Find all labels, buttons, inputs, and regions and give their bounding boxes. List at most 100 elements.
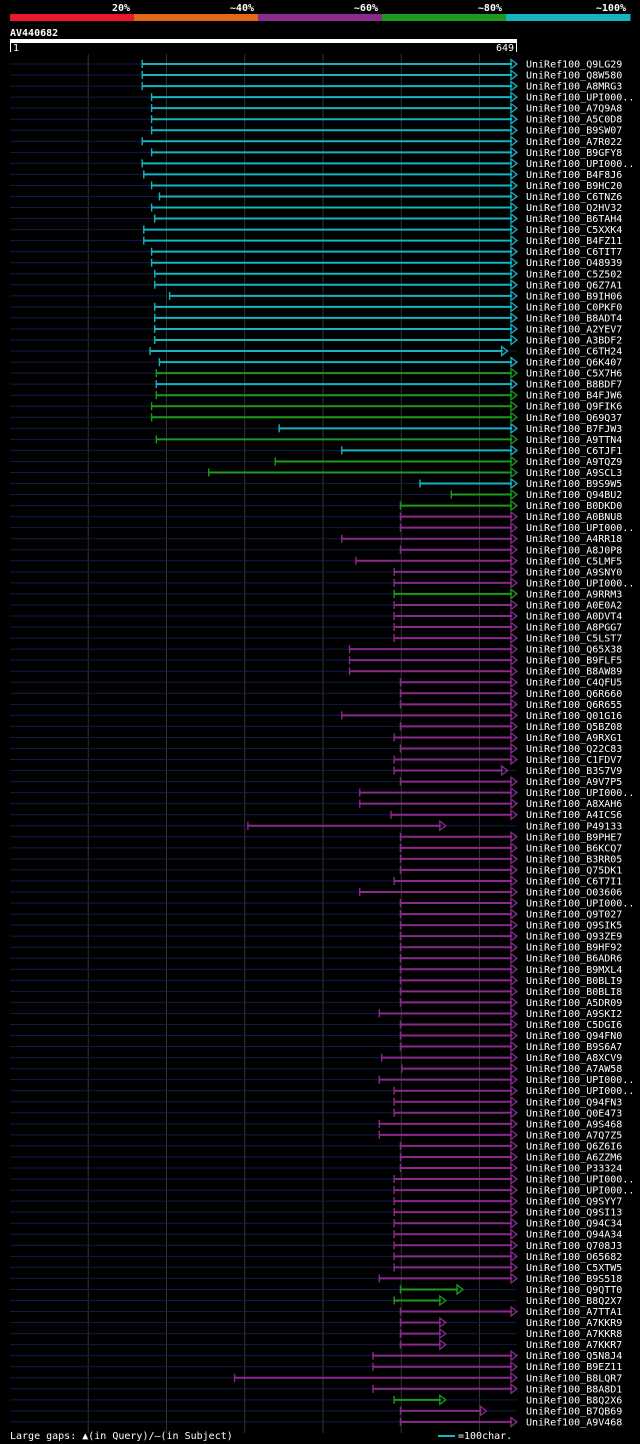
- hit-label[interactable]: UniRef100_B7QB69: [526, 1406, 622, 1417]
- hit-label[interactable]: UniRef100_Q6R655: [526, 700, 622, 711]
- hit-label[interactable]: UniRef100_B9IH06: [526, 291, 622, 302]
- hit-label[interactable]: UniRef100_Q0E473: [526, 1108, 622, 1119]
- hit-label[interactable]: UniRef100_B9S9W5: [526, 479, 622, 490]
- hit-label[interactable]: UniRef100_Q22C83: [526, 744, 622, 755]
- hit-label[interactable]: UniRef100_C1FDV7: [526, 755, 622, 766]
- hit-label[interactable]: UniRef100_A7KKR8: [526, 1329, 622, 1340]
- hit-label[interactable]: UniRef100_A5DR09: [526, 998, 622, 1009]
- hit-label[interactable]: UniRef100_A0E0A2: [526, 600, 622, 611]
- hit-label[interactable]: UniRef100_A9V468: [526, 1417, 622, 1428]
- hit-label[interactable]: UniRef100_A7AW58: [526, 1064, 622, 1075]
- hit-label[interactable]: UniRef100_B3S7V9: [526, 766, 622, 777]
- hit-label[interactable]: UniRef100_B0DKD0: [526, 501, 622, 512]
- hit-label[interactable]: UniRef100_B8Q2X7: [526, 1296, 622, 1307]
- hit-label[interactable]: UniRef100_Q94FN3: [526, 1097, 622, 1108]
- hit-label[interactable]: UniRef100_A3BDF2: [526, 336, 622, 347]
- hit-label[interactable]: UniRef100_C6T7I1: [526, 876, 622, 887]
- hit-label[interactable]: UniRef100_Q6Z6I6: [526, 1141, 622, 1152]
- hit-label[interactable]: UniRef100_B6KCQ7: [526, 843, 622, 854]
- hit-label[interactable]: UniRef100_Q69Q37: [526, 413, 622, 424]
- hit-label[interactable]: UniRef100_A8XAH6: [526, 799, 622, 810]
- hit-label[interactable]: UniRef100_A9RXG1: [526, 733, 622, 744]
- hit-label[interactable]: UniRef100_C4QFU5: [526, 678, 622, 689]
- hit-label[interactable]: UniRef100_C6TNZ6: [526, 192, 622, 203]
- hit-label[interactable]: UniRef100_B7FJW3: [526, 424, 622, 435]
- hit-label[interactable]: UniRef100_C5Z502: [526, 269, 622, 280]
- hit-label[interactable]: UniRef100_B8LQR7: [526, 1373, 622, 1384]
- hit-label[interactable]: UniRef100_Q2HV32: [526, 203, 622, 214]
- hit-label[interactable]: UniRef100_Q6R660: [526, 689, 622, 700]
- hit-label[interactable]: UniRef100_Q9SI13: [526, 1208, 622, 1219]
- hit-label[interactable]: UniRef100_UPI000..: [526, 159, 634, 170]
- hit-label[interactable]: UniRef100_Q75DK1: [526, 865, 622, 876]
- hit-label[interactable]: UniRef100_B8A8D1: [526, 1384, 622, 1395]
- hit-label[interactable]: UniRef100_Q5BZ08: [526, 722, 622, 733]
- hit-label[interactable]: UniRef100_Q9LG29: [526, 60, 622, 71]
- hit-label[interactable]: UniRef100_C5DGI6: [526, 1020, 622, 1031]
- hit-label[interactable]: UniRef100_B0BLI8: [526, 987, 622, 998]
- hit-label[interactable]: UniRef100_C5XTW5: [526, 1263, 622, 1274]
- hit-label[interactable]: UniRef100_C6TIT7: [526, 247, 622, 258]
- hit-label[interactable]: UniRef100_A8PGG7: [526, 623, 622, 634]
- hit-label[interactable]: UniRef100_O48939: [526, 258, 622, 269]
- hit-label[interactable]: UniRef100_B6ADR6: [526, 954, 622, 965]
- hit-label[interactable]: UniRef100_B9SW07: [526, 126, 622, 137]
- hit-label[interactable]: UniRef100_UPI000..: [526, 1075, 634, 1086]
- hit-label[interactable]: UniRef100_A7R022: [526, 137, 622, 148]
- hit-label[interactable]: UniRef100_B9S518: [526, 1274, 622, 1285]
- hit-label[interactable]: UniRef100_Q708J3: [526, 1241, 622, 1252]
- hit-label[interactable]: UniRef100_A9TQZ9: [526, 457, 622, 468]
- hit-label[interactable]: UniRef100_A9S468: [526, 1119, 622, 1130]
- hit-label[interactable]: UniRef100_B8Q2X6: [526, 1395, 622, 1406]
- hit-label[interactable]: UniRef100_B8ADT4: [526, 313, 622, 324]
- hit-label[interactable]: UniRef100_Q94FN0: [526, 1031, 622, 1042]
- hit-label[interactable]: UniRef100_P33324: [526, 1164, 622, 1175]
- hit-label[interactable]: UniRef100_A7Q7Z5: [526, 1130, 622, 1141]
- hit-label[interactable]: UniRef100_Q9SIK5: [526, 921, 622, 932]
- hit-label[interactable]: UniRef100_A4ICS6: [526, 810, 622, 821]
- hit-label[interactable]: UniRef100_A9SNY0: [526, 567, 622, 578]
- hit-label[interactable]: UniRef100_UPI000..: [526, 1186, 634, 1197]
- hit-label[interactable]: UniRef100_A9SCL3: [526, 468, 622, 479]
- hit-label[interactable]: UniRef100_C5LST7: [526, 634, 622, 645]
- hit-label[interactable]: UniRef100_UPI000..: [526, 523, 634, 534]
- hit-label[interactable]: UniRef100_B4F8J6: [526, 170, 622, 181]
- hit-label[interactable]: UniRef100_C0PKF0: [526, 302, 622, 313]
- hit-label[interactable]: UniRef100_UPI000..: [526, 1086, 634, 1097]
- hit-label[interactable]: UniRef100_A8J0P8: [526, 545, 622, 556]
- hit-label[interactable]: UniRef100_C6TH24: [526, 347, 622, 358]
- hit-label[interactable]: UniRef100_Q5N8J4: [526, 1351, 622, 1362]
- hit-label[interactable]: UniRef100_B6TAH4: [526, 214, 622, 225]
- hit-label[interactable]: UniRef100_B0BLI9: [526, 976, 622, 987]
- hit-label[interactable]: UniRef100_Q9T027: [526, 910, 622, 921]
- hit-label[interactable]: UniRef100_A9RRM3: [526, 589, 622, 600]
- hit-label[interactable]: UniRef100_A9V7P5: [526, 777, 622, 788]
- hit-label[interactable]: UniRef100_B9EZ11: [526, 1362, 622, 1373]
- hit-label[interactable]: UniRef100_UPI000..: [526, 1175, 634, 1186]
- hit-label[interactable]: UniRef100_UPI000..: [526, 899, 634, 910]
- hit-label[interactable]: UniRef100_Q01G16: [526, 711, 622, 722]
- hit-label[interactable]: UniRef100_C6TJF1: [526, 446, 622, 457]
- hit-label[interactable]: UniRef100_B9PHE7: [526, 832, 622, 843]
- hit-label[interactable]: UniRef100_B8BDF7: [526, 380, 622, 391]
- hit-label[interactable]: UniRef100_Q6Z7A1: [526, 280, 622, 291]
- hit-label[interactable]: UniRef100_O65682: [526, 1252, 622, 1263]
- hit-label[interactable]: UniRef100_B9GFY8: [526, 148, 622, 159]
- hit-label[interactable]: UniRef100_UPI000..: [526, 93, 634, 104]
- hit-label[interactable]: UniRef100_B4FZ11: [526, 236, 622, 247]
- hit-label[interactable]: UniRef100_Q93ZE9: [526, 932, 622, 943]
- hit-label[interactable]: UniRef100_C5X7H6: [526, 369, 622, 380]
- hit-label[interactable]: UniRef100_A2YEV7: [526, 324, 622, 335]
- hit-label[interactable]: UniRef100_Q65X38: [526, 645, 622, 656]
- hit-label[interactable]: UniRef100_B8AW89: [526, 667, 622, 678]
- hit-label[interactable]: UniRef100_A4RR18: [526, 534, 622, 545]
- hit-label[interactable]: UniRef100_A6ZZM6: [526, 1152, 622, 1163]
- hit-label[interactable]: UniRef100_Q94C34: [526, 1219, 622, 1230]
- hit-label[interactable]: UniRef100_A8MRG3: [526, 82, 622, 93]
- hit-label[interactable]: UniRef100_A0DVT4: [526, 612, 622, 623]
- hit-label[interactable]: UniRef100_Q9FIK6: [526, 402, 622, 413]
- hit-label[interactable]: UniRef100_UPI000..: [526, 788, 634, 799]
- hit-label[interactable]: UniRef100_A8XCV9: [526, 1053, 622, 1064]
- hit-label[interactable]: UniRef100_A5C0D8: [526, 115, 622, 126]
- hit-label[interactable]: UniRef100_B9MXL4: [526, 965, 622, 976]
